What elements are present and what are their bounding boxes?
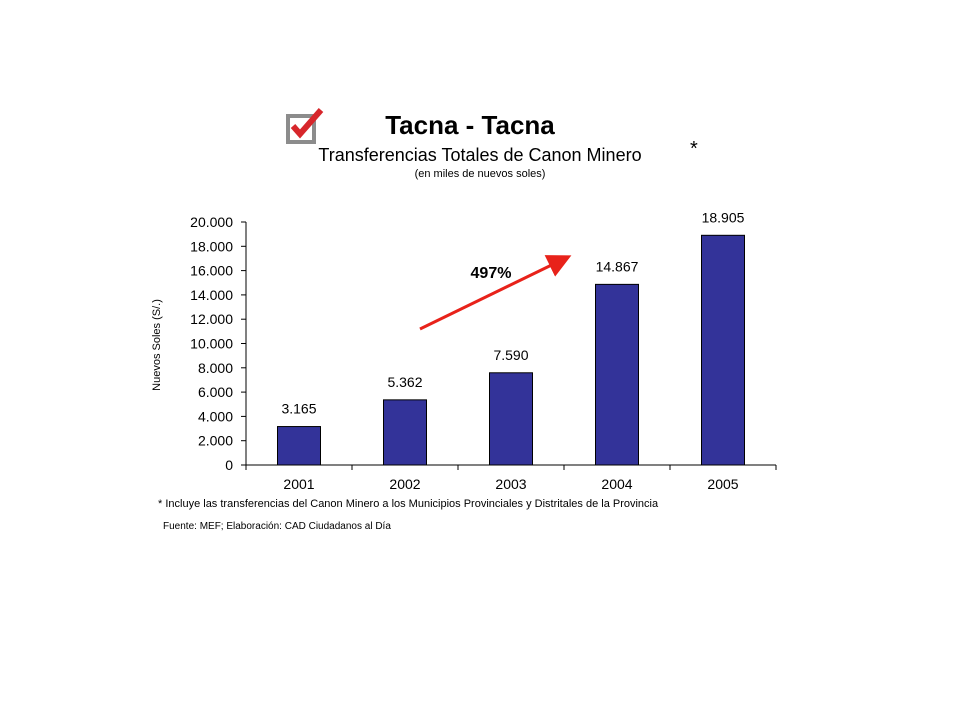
x-tick-label: 2001 xyxy=(283,476,314,492)
chart-subtitle: Transferencias Totales de Canon Minero xyxy=(318,145,642,165)
source-note: Fuente: MEF; Elaboración: CAD Ciudadanos… xyxy=(163,521,391,532)
y-axis: 0 2.000 4.000 6.000 8.000 10.000 12.000 14.000 1… xyxy=(190,214,247,473)
bar-2004 xyxy=(595,283,639,466)
bar-2001 xyxy=(277,426,321,466)
growth-arrow xyxy=(419,255,572,331)
y-tick-label: 4.000 xyxy=(198,408,233,424)
y-tick-label: 14.000 xyxy=(190,287,233,303)
y-tick-label: 8.000 xyxy=(198,360,233,376)
x-tick-label: 2002 xyxy=(389,476,420,492)
growth-percent-label: 497% xyxy=(471,265,512,282)
x-tick-label: 2004 xyxy=(601,476,632,492)
bar-2002 xyxy=(383,399,427,466)
y-tick-label: 0 xyxy=(225,457,233,473)
x-axis: 2001 2002 2003 2004 2005 xyxy=(245,464,777,492)
footnote: * Incluye las transferencias del Canon M… xyxy=(158,498,659,510)
data-label-2005: 18.905 xyxy=(702,209,745,225)
y-tick-label: 18.000 xyxy=(190,238,233,254)
data-labels: 3.165 5.362 7.590 14.867 18.905 xyxy=(281,209,744,416)
bar-2003 xyxy=(489,372,533,466)
y-tick-label: 20.000 xyxy=(190,214,233,230)
checkbox-checked-icon xyxy=(286,108,324,144)
subtitle-marker: * xyxy=(690,138,698,160)
y-axis-label: Nuevos Soles (S/.) xyxy=(151,299,163,391)
bars xyxy=(277,234,745,466)
data-label-2002: 5.362 xyxy=(387,374,422,390)
growth-annotation: 497% xyxy=(419,255,572,331)
y-tick-label: 10.000 xyxy=(190,336,233,352)
data-label-2003: 7.590 xyxy=(493,347,528,363)
y-tick-label: 16.000 xyxy=(190,263,233,279)
x-tick-label: 2005 xyxy=(707,476,738,492)
bar-2005 xyxy=(701,234,745,466)
chart-title: Tacna - Tacna xyxy=(385,110,555,140)
unit-note: (en miles de nuevos soles) xyxy=(414,168,546,180)
y-tick-label: 6.000 xyxy=(198,384,233,400)
data-label-2004: 14.867 xyxy=(596,258,639,274)
y-tick-label: 12.000 xyxy=(190,311,233,327)
data-label-2001: 3.165 xyxy=(281,401,316,417)
y-tick-label: 2.000 xyxy=(198,433,233,449)
x-tick-label: 2003 xyxy=(495,476,526,492)
